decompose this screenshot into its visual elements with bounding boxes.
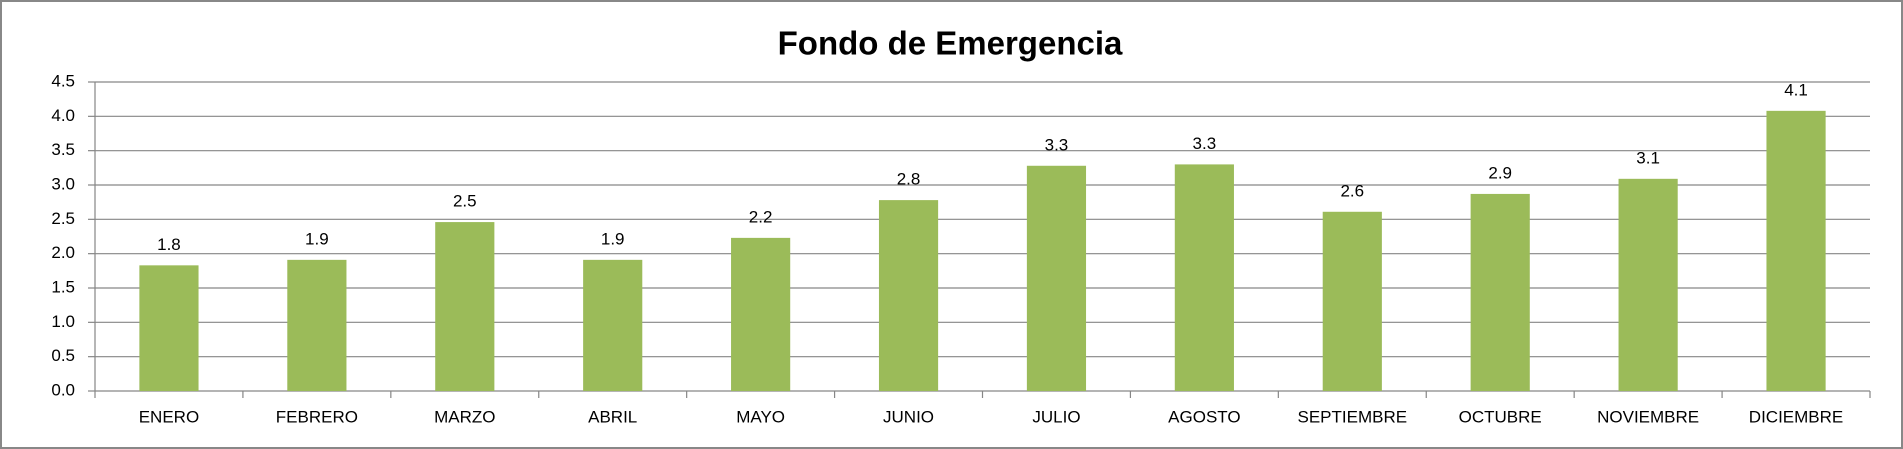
bar — [1766, 110, 1826, 391]
bar — [139, 265, 199, 391]
data-label: 2.5 — [453, 192, 477, 211]
bar — [435, 222, 495, 391]
bar — [287, 259, 347, 391]
x-tick-label: JUNIO — [883, 407, 934, 426]
y-tick-label: 1.0 — [51, 312, 75, 331]
bar — [1174, 164, 1234, 391]
bar — [731, 237, 791, 391]
x-tick-label: OCTUBRE — [1459, 407, 1542, 426]
x-tick-label: AGOSTO — [1168, 407, 1240, 426]
x-tick-label: MARZO — [434, 407, 495, 426]
data-label: 2.6 — [1340, 181, 1364, 200]
x-tick-label: MAYO — [736, 407, 785, 426]
x-tick-label: FEBRERO — [276, 407, 358, 426]
chart-title: Fondo de Emergencia — [778, 25, 1123, 62]
data-label: 3.3 — [1045, 135, 1069, 154]
bar — [1470, 193, 1530, 391]
data-label: 4.1 — [1784, 80, 1808, 99]
data-label: 2.8 — [897, 170, 921, 189]
x-tick-label: NOVIEMBRE — [1597, 407, 1699, 426]
y-tick-label: 2.0 — [51, 243, 75, 262]
data-label: 2.2 — [749, 207, 773, 226]
y-tick-label: 3.5 — [51, 140, 75, 159]
bar — [1618, 178, 1678, 391]
x-tick-label: JULIO — [1032, 407, 1080, 426]
data-label: 1.8 — [157, 235, 181, 254]
y-tick-label: 1.5 — [51, 277, 75, 296]
bar — [878, 200, 939, 391]
x-tick-label: SEPTIEMBRE — [1297, 407, 1407, 426]
data-label: 2.9 — [1488, 163, 1512, 182]
data-label: 3.3 — [1193, 134, 1217, 153]
y-tick-label: 3.0 — [51, 174, 75, 193]
y-tick-label: 0.5 — [51, 346, 75, 365]
bar — [1322, 211, 1382, 391]
y-tick-label: 2.5 — [51, 209, 75, 228]
x-tick-label: DICIEMBRE — [1749, 407, 1843, 426]
y-tick-label: 4.0 — [51, 106, 75, 125]
bar — [1026, 165, 1087, 391]
x-tick-label: ABRIL — [588, 407, 637, 426]
y-tick-label: 4.5 — [51, 71, 75, 90]
data-label: 3.1 — [1636, 148, 1660, 167]
y-tick-label: 0.0 — [51, 380, 75, 399]
data-label: 1.9 — [305, 229, 329, 248]
x-tick-label: ENERO — [139, 407, 199, 426]
bar — [583, 259, 643, 391]
data-label: 1.9 — [601, 229, 625, 248]
